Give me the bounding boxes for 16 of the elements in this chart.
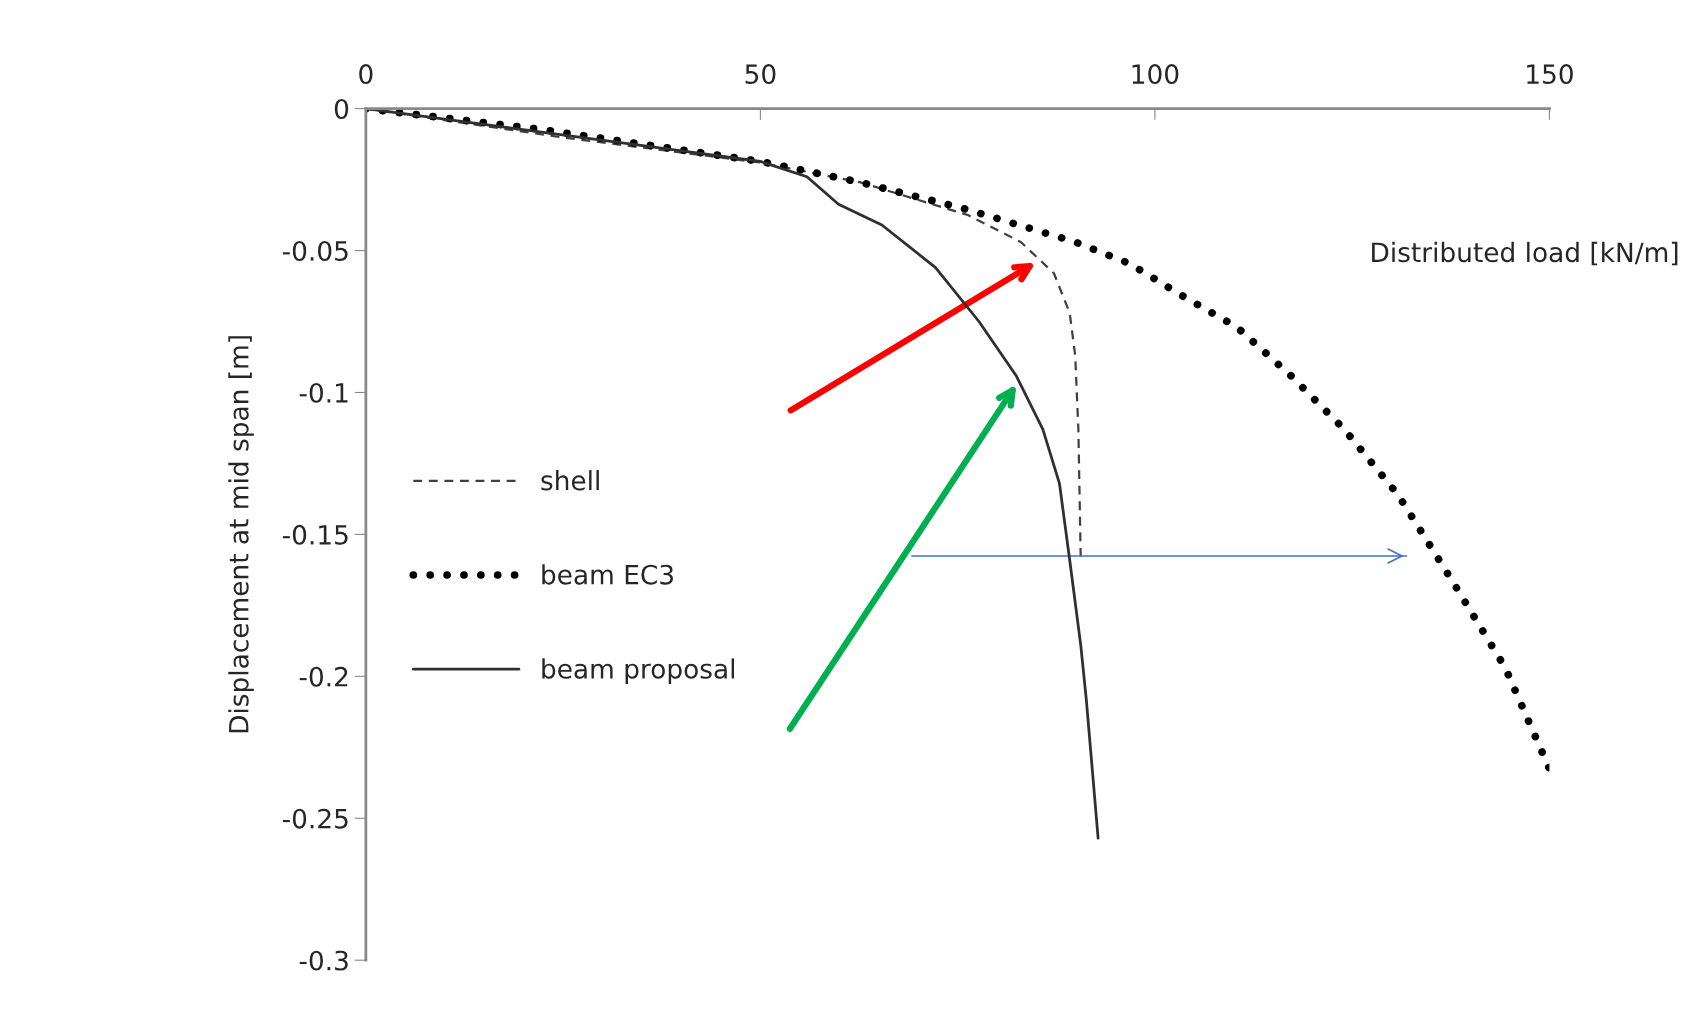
y-tick-label: -0.05 [282, 240, 348, 261]
y-tick-label: -0.1 [299, 382, 348, 403]
y-tick-label: -0.15 [282, 524, 348, 545]
legend-label: beam EC3 [542, 564, 673, 585]
y-tick-label: -0.3 [299, 950, 348, 971]
y-axis-title: Displacement at mid span [m] [228, 336, 254, 733]
legend-label: beam proposal [542, 658, 735, 684]
legend-label: shell [541, 470, 599, 491]
y-tick-label: -0.25 [282, 808, 348, 829]
x-axis-title: Distributed load [kN/m] [1372, 241, 1678, 266]
y-tick-label: 0 [334, 99, 349, 120]
y-tick-label: -0.2 [299, 666, 348, 687]
x-tick-label: 150 [1527, 64, 1573, 85]
x-tick-label: 100 [1132, 64, 1179, 85]
x-tick-label: 0 [359, 64, 373, 85]
x-tick-label: 50 [745, 64, 776, 85]
